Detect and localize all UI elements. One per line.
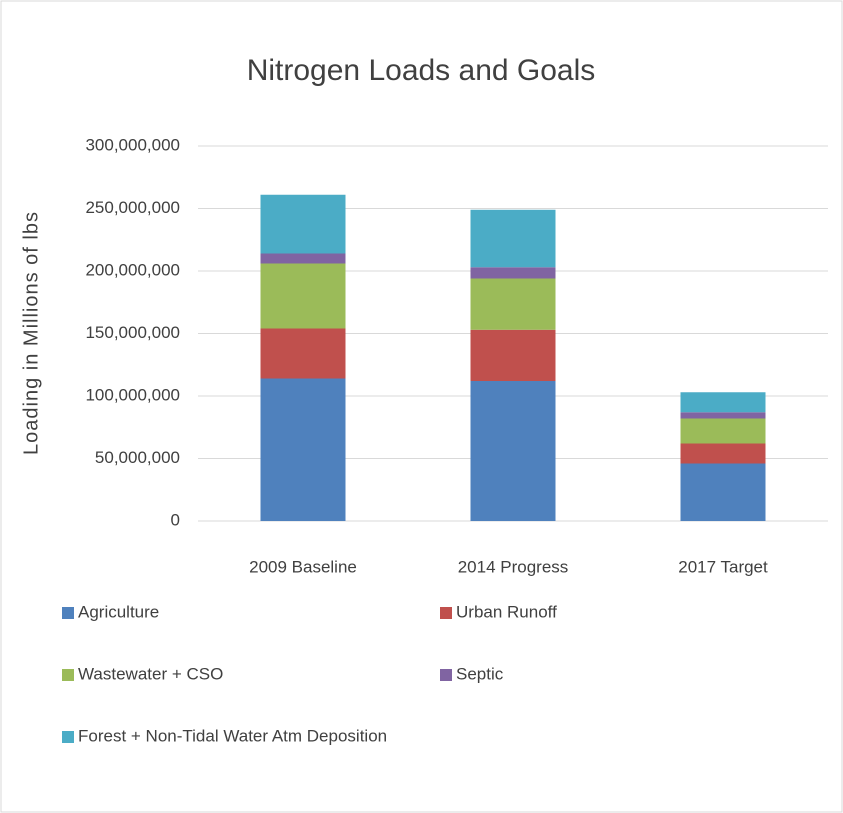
y-tick-label: 300,000,000 [85, 135, 180, 154]
bar-segment [680, 392, 766, 413]
legend-label: Agriculture [78, 602, 159, 621]
bar-segment [470, 267, 556, 279]
bar-segment [470, 381, 556, 521]
bar-segment [470, 329, 556, 381]
legend-swatch [440, 607, 452, 619]
bar-segment [470, 278, 556, 330]
legend-swatch [62, 607, 74, 619]
x-tick-label: 2017 Target [678, 557, 768, 576]
bar-segment [260, 263, 346, 329]
y-tick-label: 0 [171, 510, 180, 529]
bar-segment [680, 418, 766, 444]
y-tick-label: 150,000,000 [85, 323, 180, 342]
bar-segment [680, 443, 766, 464]
legend-label: Urban Runoff [456, 602, 557, 621]
y-axis-label: Loading in Millions of lbs [20, 211, 42, 455]
bar-segment [260, 194, 346, 254]
legend-label: Septic [456, 664, 504, 683]
y-tick-label: 50,000,000 [95, 448, 180, 467]
chart-title: Nitrogen Loads and Goals [247, 54, 596, 87]
y-tick-label: 200,000,000 [85, 260, 180, 279]
legend-swatch [62, 731, 74, 743]
y-tick-label: 100,000,000 [85, 385, 180, 404]
bar-segment [260, 378, 346, 521]
y-tick-label: 250,000,000 [85, 198, 180, 217]
bar-segment [260, 328, 346, 379]
legend-swatch [62, 669, 74, 681]
bar-segment [470, 209, 556, 268]
bar-segment [680, 463, 766, 521]
legend-label: Forest + Non-Tidal Water Atm Deposition [78, 726, 387, 745]
bar-segment [680, 412, 766, 419]
bar-segment [260, 253, 346, 264]
x-tick-label: 2014 Progress [458, 557, 569, 576]
legend-swatch [440, 669, 452, 681]
legend-label: Wastewater + CSO [78, 664, 223, 683]
x-tick-label: 2009 Baseline [249, 557, 357, 576]
